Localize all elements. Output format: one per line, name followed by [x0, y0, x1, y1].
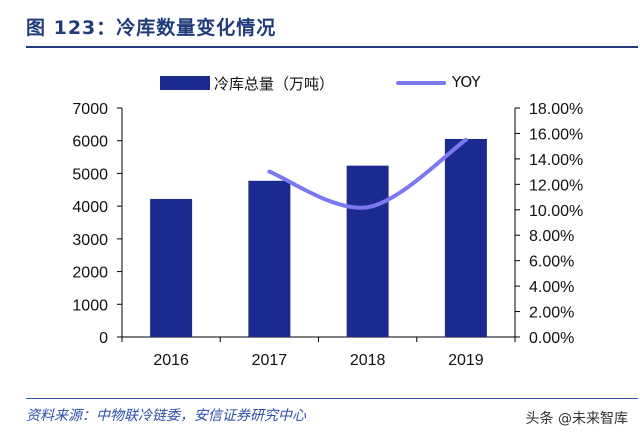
x-tick-label: 2016: [153, 352, 189, 369]
watermark: 头条 @未来智库: [525, 411, 628, 427]
y-tick-label: 1000: [72, 297, 108, 314]
bar: [346, 165, 389, 337]
y-tick-label: 7000: [72, 101, 108, 118]
y2-tick-label: 16.00%: [529, 126, 583, 143]
x-tick-label: 2018: [350, 352, 386, 369]
y2-tick-label: 10.00%: [529, 203, 583, 220]
y-tick-label: 5000: [72, 166, 108, 183]
figure-title: 图 123：冷库数量变化情况: [26, 17, 277, 39]
y2-tick-label: 4.00%: [529, 279, 574, 296]
y-tick-label: 0: [99, 330, 108, 347]
title-rule: [26, 46, 638, 48]
y-tick-label: 6000: [72, 134, 108, 151]
y2-tick-label: 8.00%: [529, 228, 574, 245]
bar: [444, 138, 487, 337]
y2-tick-label: 2.00%: [529, 305, 574, 322]
x-tick-label: 2017: [252, 352, 288, 369]
bar: [150, 198, 193, 337]
y-tick-label: 3000: [72, 232, 108, 249]
source-rule: [26, 398, 638, 399]
legend-label-line: YOY: [452, 73, 481, 91]
source-note: 资料来源：中物联冷链委，安信证券研究中心: [26, 408, 306, 424]
x-tick-label: 2019: [448, 352, 484, 369]
y-tick-label: 2000: [72, 265, 108, 282]
y-tick-label: 4000: [72, 199, 108, 216]
legend-line-swatch: [396, 81, 446, 85]
y2-tick-label: 18.00%: [529, 101, 583, 118]
chart-legend: 冷库总量（万吨） YOY: [0, 72, 640, 94]
y2-tick-label: 14.00%: [529, 152, 583, 169]
legend-bar-swatch: [160, 76, 210, 90]
legend-label-bar: 冷库总量（万吨）: [214, 75, 335, 93]
y2-tick-label: 0.00%: [529, 330, 574, 347]
y2-tick-label: 6.00%: [529, 254, 574, 271]
y2-tick-label: 12.00%: [529, 177, 583, 194]
bar: [248, 180, 291, 337]
